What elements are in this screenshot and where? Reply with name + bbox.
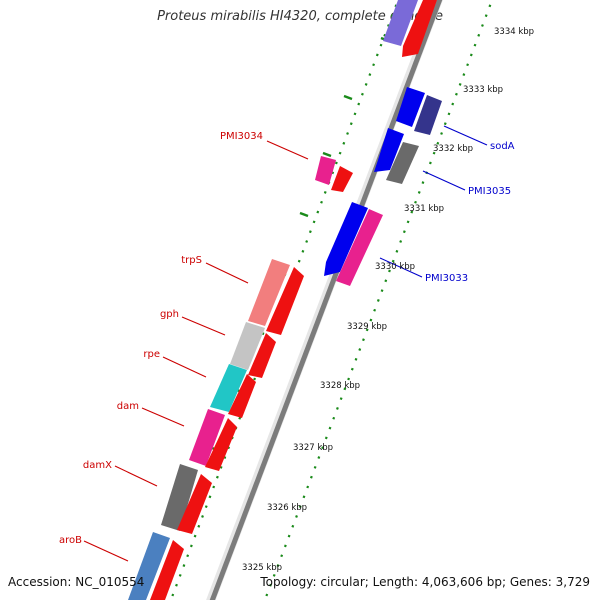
tick-label: 3333 kbp [463,85,503,95]
feature-gray-PMI3035 [386,142,419,184]
feature-magenta-dam [189,409,225,466]
feature-purple-top [383,0,418,46]
tick-label: 3329 kbp [347,322,387,332]
tick-label: 3327 kbp [293,443,333,453]
gene-labels: PMI3034 trpS gph rpe dam damX aroB sodA … [59,131,515,546]
feature-darkgray-damX [161,464,198,531]
feature-blue-sodA-1 [396,87,425,127]
gene-label-gph: gph [160,309,179,320]
tick-labels: 3334 kbp 3333 kbp 3332 kbp 3331 kbp 3330… [242,27,534,573]
tick-label: 3330 kbp [375,262,415,272]
genome-title: Proteus mirabilis HI4320, complete genom… [157,9,443,24]
feature-salmon-trpS [248,259,290,326]
tick-label: 3334 kbp [494,27,534,37]
gene-label-damX: damX [83,460,112,471]
feature-lightgray-gph [230,322,265,370]
feature-red-PMI3034-arrow [331,166,353,192]
feature-red-aroB-arrow [150,540,184,600]
feature-red-dam-arrow [205,418,237,471]
label-leader-lines [83,125,488,562]
genome-backbone [206,0,443,600]
gene-label-aroB: aroB [59,535,82,546]
feature-navy-sodA [414,95,442,135]
gene-label-trpS: trpS [181,255,202,266]
feature-blue-2 [374,128,404,172]
feature-blue-PMI3033 [324,202,368,276]
tick-label: 3328 kbp [320,381,360,391]
tick-label: 3325 kbp [242,563,282,573]
gene-features-outer [128,156,353,600]
feature-red-gph-arrow [248,333,276,378]
gene-label-dam: dam [117,401,139,412]
feature-cyan-rpe [210,364,247,412]
feature-red-rpe-arrow [228,374,256,418]
gene-label-PMI3033: PMI3033 [425,273,468,284]
feature-red-top [402,0,437,57]
gene-label-sodA: sodA [490,141,515,152]
accession-text: Accession: NC_010554 [8,575,145,589]
tick-label: 3332 kbp [433,144,473,154]
gene-features-inner [324,0,442,286]
gene-label-PMI3035: PMI3035 [468,186,511,197]
genome-summary-text: Topology: circular; Length: 4,063,606 bp… [260,575,590,589]
feature-red-trpS-arrow [266,267,304,335]
feature-pink-PMI3034 [315,156,336,185]
feature-red-damX-arrow [177,474,212,534]
inner-tick-ruler [263,0,494,600]
gene-label-PMI3034: PMI3034 [220,131,263,142]
feature-magenta-PMI3033 [336,209,383,286]
tick-label: 3326 kbp [267,503,307,513]
gene-label-rpe: rpe [143,349,160,360]
feature-steelblue-aroB [128,532,170,600]
tick-label: 3331 kbp [404,204,444,214]
